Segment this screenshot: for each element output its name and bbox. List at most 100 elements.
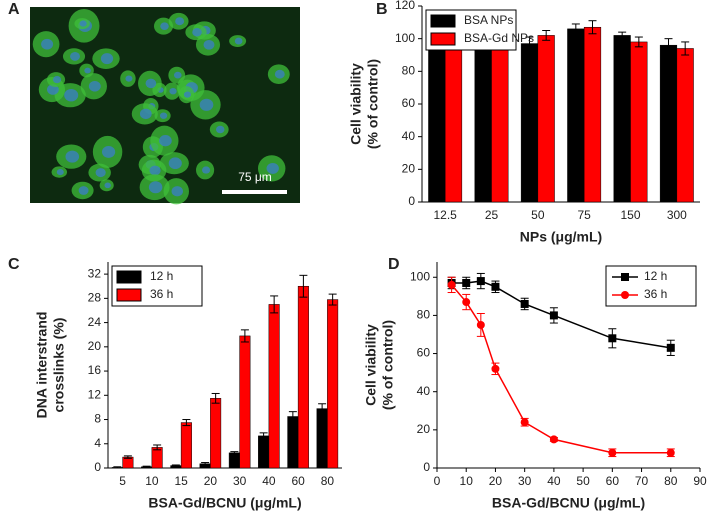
x-tick-label: 50 xyxy=(531,208,545,222)
data-point xyxy=(666,343,675,352)
x-axis-label: BSA-Gd/BCNU (μg/mL) xyxy=(492,495,645,511)
error-bar xyxy=(542,30,551,41)
x-tick-label: 5 xyxy=(119,474,126,488)
nucleus xyxy=(274,69,285,79)
x-tick-label: 90 xyxy=(693,474,707,488)
y-tick-label: 80 xyxy=(417,308,431,322)
error-bar xyxy=(664,38,673,53)
y-tick-label: 0 xyxy=(423,460,430,474)
error-bar xyxy=(288,411,297,422)
y-tick-label: 16 xyxy=(88,363,102,377)
y-tick-label: 4 xyxy=(94,436,101,450)
error-bar xyxy=(142,465,151,468)
y-axis-label: Cell viability xyxy=(363,324,379,406)
bar xyxy=(659,44,678,203)
bar xyxy=(239,335,251,469)
data-point xyxy=(549,311,558,320)
scale-bar-label: 75 μm xyxy=(238,170,272,184)
y-tick-label: 40 xyxy=(417,384,431,398)
data-point xyxy=(491,364,500,373)
x-tick-label: 40 xyxy=(547,474,561,488)
bar xyxy=(583,26,602,203)
nucleus xyxy=(173,71,182,79)
nucleus xyxy=(203,39,215,50)
nucleus xyxy=(95,168,106,178)
error-bar xyxy=(571,23,580,35)
nucleus xyxy=(145,78,157,89)
nucleus xyxy=(125,75,133,82)
y-tick-label: 24 xyxy=(88,315,102,329)
bar xyxy=(268,304,280,469)
bar xyxy=(520,43,539,203)
data-point xyxy=(462,278,471,287)
legend-swatch xyxy=(430,14,456,28)
y-axis-label: crosslinks (%) xyxy=(51,318,67,413)
x-tick-label: 60 xyxy=(291,474,305,488)
nucleus xyxy=(65,150,80,163)
error-bar xyxy=(182,419,191,427)
data-point xyxy=(549,435,558,444)
y-tick-label: 120 xyxy=(395,0,415,12)
data-point xyxy=(520,299,529,308)
bar xyxy=(258,435,270,469)
legend-swatch xyxy=(430,32,456,46)
nucleus xyxy=(168,157,182,170)
data-point xyxy=(462,298,471,307)
x-tick-label: 30 xyxy=(518,474,532,488)
nucleus xyxy=(201,166,211,174)
legend-label: 12 h xyxy=(150,269,173,283)
legend-marker xyxy=(621,291,629,299)
nucleus xyxy=(101,146,116,158)
x-tick-label: 20 xyxy=(489,474,503,488)
y-tick-label: 40 xyxy=(402,129,416,143)
error-bar xyxy=(525,36,534,51)
y-tick-label: 100 xyxy=(410,269,430,283)
legend-label: 12 h xyxy=(644,269,667,283)
nucleus xyxy=(183,91,191,98)
data-point xyxy=(666,448,675,457)
x-tick-label: 25 xyxy=(485,208,499,222)
error-bar xyxy=(328,293,337,306)
data-point xyxy=(476,320,485,329)
x-tick-label: 20 xyxy=(204,474,218,488)
nucleus xyxy=(234,37,243,45)
nucleus xyxy=(104,182,111,189)
nucleus xyxy=(266,162,279,174)
nucleus xyxy=(79,20,87,27)
y-tick-label: 60 xyxy=(402,96,416,110)
nucleus xyxy=(148,181,163,194)
x-tick-label: 75 xyxy=(577,208,591,222)
bar xyxy=(287,416,299,469)
bar xyxy=(151,447,163,469)
bar xyxy=(210,398,222,469)
x-tick-label: 70 xyxy=(635,474,649,488)
legend-swatch xyxy=(116,288,142,302)
bar xyxy=(180,422,192,469)
nucleus xyxy=(199,98,214,111)
data-point xyxy=(476,277,485,286)
panel-label: D xyxy=(388,256,400,273)
nucleus xyxy=(70,51,80,61)
x-tick-label: 40 xyxy=(262,474,276,488)
nucleus xyxy=(41,38,54,50)
y-axis-label: Cell viability xyxy=(348,63,364,145)
series-line xyxy=(451,284,671,454)
y-tick-label: 8 xyxy=(94,412,101,426)
panel-label: A xyxy=(8,1,20,18)
x-tick-label: 60 xyxy=(606,474,620,488)
y-tick-label: 80 xyxy=(402,64,416,78)
error-bar xyxy=(259,432,268,440)
nucleus xyxy=(159,112,168,119)
bar xyxy=(316,408,328,469)
nucleus xyxy=(100,53,114,65)
legend-marker xyxy=(621,273,629,281)
error-bar xyxy=(618,31,627,40)
panel-label: C xyxy=(8,256,20,273)
nucleus xyxy=(78,186,89,195)
error-bar xyxy=(113,466,122,469)
nucleus xyxy=(216,125,225,134)
error-bar xyxy=(270,295,279,314)
x-tick-label: 30 xyxy=(233,474,247,488)
error-bar xyxy=(634,36,643,48)
nucleus xyxy=(171,186,183,197)
